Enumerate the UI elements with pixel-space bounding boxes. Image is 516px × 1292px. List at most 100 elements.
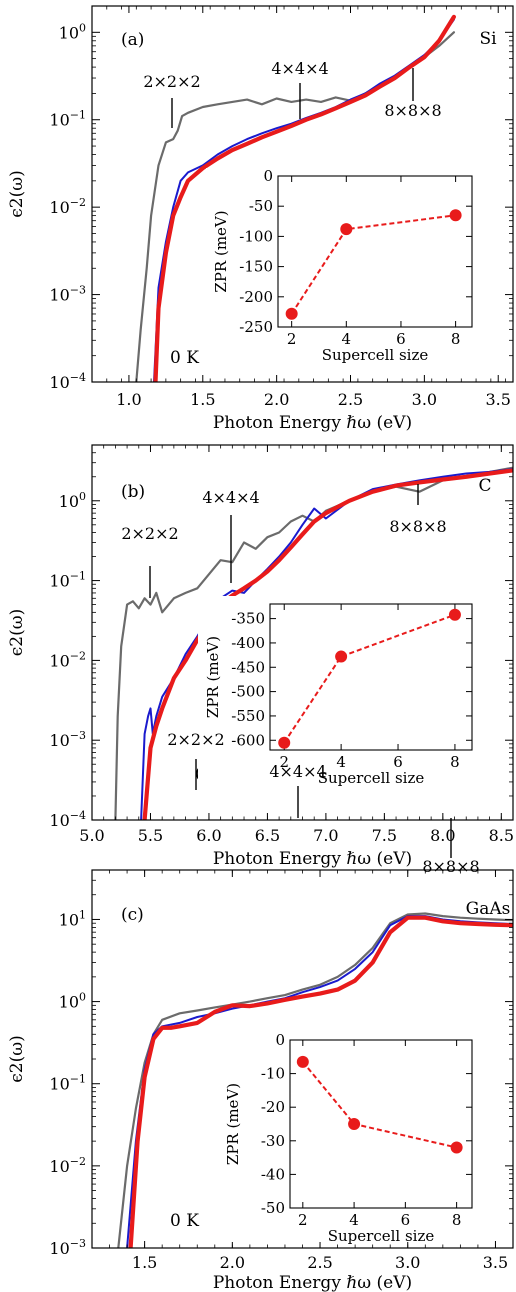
- x-axis-label: Photon Energy ℏω (eV): [213, 1273, 412, 1292]
- x-axis-label: Photon Energy ℏω (eV): [213, 413, 412, 433]
- inset-data-point: [449, 209, 462, 222]
- inset-dashed-line: [283, 613, 456, 744]
- inset-y-axis-label: ZPR (meV): [212, 210, 230, 292]
- series-line-8×8×8: [153, 14, 456, 382]
- y-axis-label: ϵ2(ω): [7, 170, 27, 217]
- y-tick-label: 10−2: [49, 196, 86, 217]
- y-tick-label: 10−3: [49, 1237, 86, 1258]
- zpr-inset: 2 4 6 8 0 -10 -20 -30 -40 -50 Supercell size ZPR (m…: [218, 1031, 482, 1245]
- y-tick-label: 10−1: [49, 1073, 86, 1094]
- x-tick-label: 2.0: [264, 390, 289, 409]
- y-tick-label: 10−4: [49, 371, 86, 392]
- inset-x-tick-label: 4: [336, 753, 346, 771]
- x-tick-label: 2.0: [220, 1253, 245, 1272]
- inset-y-tick-label: -350: [231, 610, 265, 628]
- inset-y-tick-label: 0: [263, 167, 273, 185]
- inset-y-tick-label: -20: [261, 1098, 285, 1116]
- inset-x-tick-label: 2: [279, 753, 289, 771]
- x-tick-label: 7.5: [372, 826, 397, 845]
- x-tick-label: 5.5: [138, 826, 163, 845]
- x-tick-label: 6.0: [196, 826, 221, 845]
- panel-c: 1.5 2.0 2.5 3.0 3.5 10−3 10−2 10−1 100 101 Photon …: [7, 730, 514, 1292]
- inset-frame: [269, 603, 473, 751]
- x-tick-label: 8.5: [489, 826, 514, 845]
- y-tick-label: 10−4: [49, 809, 86, 830]
- inset-y-tick-label: -250: [239, 318, 273, 336]
- annotation-label: 2×2×2: [167, 730, 224, 749]
- inset-data-point: [285, 307, 298, 320]
- inset-x-axis-label: Supercell size: [328, 1227, 435, 1245]
- y-tick-label: 10−2: [49, 649, 86, 670]
- material-label: Si: [479, 29, 497, 49]
- annotation-label: 8×8×8: [384, 101, 441, 120]
- x-tick-label: 7.0: [313, 826, 338, 845]
- inset-x-tick-label: 2: [298, 1211, 308, 1229]
- inset-data-point: [348, 1118, 361, 1130]
- inset-y-tick-label: -30: [261, 1132, 285, 1150]
- zpr-inset: 2 4 6 8 -350 -400 -450 -500 -550 -600 Supercell si…: [198, 596, 482, 787]
- inset-x-tick-label: 8: [451, 330, 461, 348]
- x-tick-label: 3.5: [486, 390, 511, 409]
- y-tick-label: 10−2: [49, 1155, 86, 1176]
- y-tick-label: 10−3: [49, 284, 86, 305]
- x-tick-label: 1.0: [116, 390, 141, 409]
- x-tick-label: 6.5: [255, 826, 280, 845]
- y-tick-label: 100: [59, 490, 86, 511]
- panel-label: (b): [121, 482, 145, 502]
- temperature-label: 0 K: [170, 348, 199, 368]
- y-tick-label: 100: [59, 21, 86, 42]
- inset-y-tick-label: -150: [239, 258, 273, 276]
- inset-y-tick-label: 0: [275, 1031, 285, 1049]
- inset-y-tick-label: -550: [231, 707, 265, 725]
- inset-x-tick-label: 4: [349, 1211, 359, 1229]
- panel-b: 5.0 5.5 6.0 6.5 7.0 7.5 8.0 8.5 10−4 10−3 10−2 10−1…: [7, 444, 514, 869]
- inset-data-point: [450, 1141, 463, 1154]
- y-tick-label: 100: [59, 991, 86, 1012]
- annotation-label: 2×2×2: [143, 72, 200, 91]
- inset-data-point: [278, 736, 291, 749]
- series-line-8×8×8: [142, 468, 513, 820]
- inset-x-tick-label: 6: [393, 753, 403, 771]
- inset-x-tick-label: 4: [342, 330, 352, 348]
- inset-y-tick-label: -200: [239, 288, 273, 306]
- x-tick-label: 1.5: [132, 1253, 157, 1272]
- inset-y-tick-label: -50: [249, 197, 273, 215]
- annotation-label: 8×8×8: [422, 857, 479, 876]
- inset-data-point: [296, 1055, 309, 1068]
- x-tick-label: 3.0: [395, 1253, 420, 1272]
- y-tick-label: 101: [59, 908, 86, 929]
- annotation-label: 8×8×8: [389, 517, 446, 536]
- y-axis-label: ϵ2(ω): [7, 609, 27, 656]
- panel-a: 1.0 1.5 2.0 2.5 3.0 3.5 10−4 10−3 10−2 10−1 100 Pho…: [7, 5, 514, 433]
- annotation-label: 4×4×4: [269, 762, 326, 781]
- inset-y-tick-label: -400: [231, 634, 265, 652]
- y-axis-label: ϵ2(ω): [7, 1035, 27, 1082]
- x-tick-label: 3.0: [412, 390, 437, 409]
- plot-frame: [91, 5, 514, 383]
- y-tick-label: 10−1: [49, 570, 86, 591]
- panel-label: (c): [121, 905, 144, 925]
- x-tick-label: 1.5: [190, 390, 215, 409]
- x-tick-label: 8.0: [430, 826, 455, 845]
- inset-x-tick-label: 6: [401, 1211, 411, 1229]
- panel-label: (a): [121, 30, 144, 50]
- inset-y-tick-label: -600: [231, 731, 265, 749]
- material-label: C: [478, 476, 491, 496]
- inset-x-axis-label: Supercell size: [322, 346, 429, 364]
- inset-y-tick-label: -450: [231, 658, 265, 676]
- series-line-8×8×8: [128, 915, 513, 1248]
- x-tick-label: 3.5: [483, 1253, 508, 1272]
- zpr-inset: 2 4 6 8 0 -50 -100 -150 -200 -250 Supercell size ZP…: [206, 167, 482, 364]
- annotation-label: 4×4×4: [202, 488, 259, 507]
- inset-data-point: [335, 650, 348, 663]
- y-tick-label: 10−1: [49, 109, 86, 130]
- inset-x-tick-label: 6: [396, 330, 406, 348]
- inset-data-point: [448, 608, 461, 621]
- inset-x-tick-label: 8: [450, 753, 460, 771]
- inset-y-tick-label: -50: [261, 1199, 285, 1217]
- inset-frame: [289, 1039, 473, 1209]
- inset-x-tick-label: 8: [452, 1211, 462, 1229]
- inset-x-axis-label: Supercell size: [318, 769, 425, 787]
- x-tick-label: 2.5: [338, 390, 363, 409]
